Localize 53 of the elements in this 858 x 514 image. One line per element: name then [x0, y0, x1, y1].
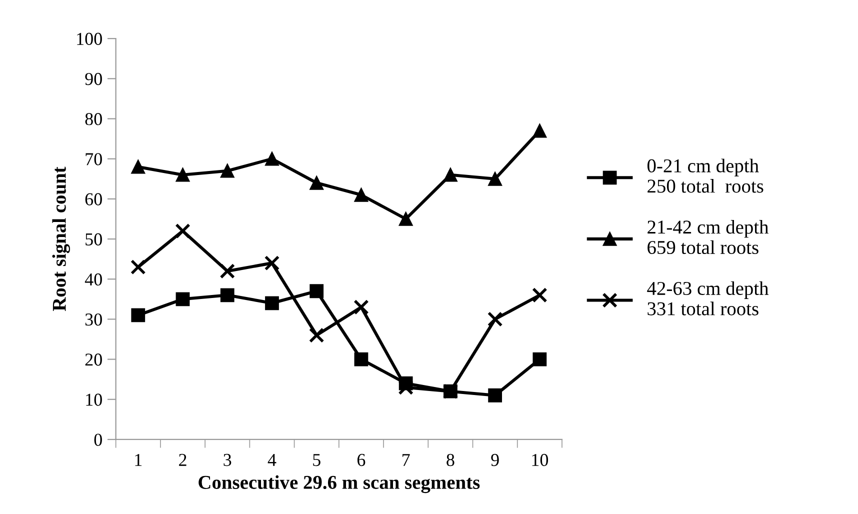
point [220, 263, 236, 279]
y-tick-label: 70 [86, 153, 102, 166]
y-tick-label: 0 [94, 434, 102, 446]
y-tick-label: 90 [85, 72, 102, 86]
point [398, 212, 413, 226]
legend-label: 42-63 cm depth 331 total roots [647, 281, 769, 316]
y-tick-label: 30 [85, 313, 102, 326]
x-tick-label: 9 [491, 454, 499, 466]
y-tick-label: 50 [86, 233, 102, 246]
legend-label: 21-42 cm depth 659 total roots [648, 220, 769, 254]
y-tick-label: 20 [85, 354, 102, 366]
point [444, 168, 458, 182]
legend-label: 0-21 cm depth 250 total roots [647, 158, 764, 193]
point [220, 288, 234, 302]
x-tick-label: 10 [532, 454, 548, 466]
point [354, 300, 369, 315]
y-tick-label: 40 [84, 273, 102, 286]
point [176, 168, 190, 182]
point [488, 172, 502, 186]
point [264, 255, 280, 271]
x-axis-title: Consecutive 29.6 m scan segments [198, 475, 480, 494]
point [265, 152, 279, 166]
point [487, 312, 503, 327]
x-tick-label: 5 [313, 454, 320, 466]
y-tick-label: 100 [77, 32, 102, 45]
x-tick-label: 7 [402, 454, 410, 466]
x-tick-label: 2 [179, 454, 186, 466]
point [398, 380, 414, 395]
x-tick-label: 4 [268, 454, 276, 466]
point [176, 292, 190, 306]
point [130, 259, 146, 275]
x-tick-label: 6 [357, 454, 366, 466]
point [131, 308, 146, 322]
x-tick-label: 8 [446, 454, 454, 466]
point [532, 288, 548, 303]
point [354, 188, 368, 202]
point [308, 328, 324, 343]
y-tick-label: 80 [85, 112, 102, 126]
x-tick-label: 3 [224, 454, 232, 466]
point [488, 388, 502, 402]
y-tick-label: 10 [86, 394, 102, 406]
point [354, 352, 368, 366]
point [265, 296, 279, 310]
point [310, 284, 324, 298]
point [532, 352, 547, 366]
y-tick-label: 60 [85, 193, 102, 206]
point [310, 176, 324, 190]
point [220, 164, 234, 178]
x-tick-label: 1 [135, 454, 142, 466]
point [532, 124, 547, 138]
point [175, 223, 190, 239]
y-axis-title: Root signal count [52, 166, 70, 312]
point [131, 160, 146, 174]
